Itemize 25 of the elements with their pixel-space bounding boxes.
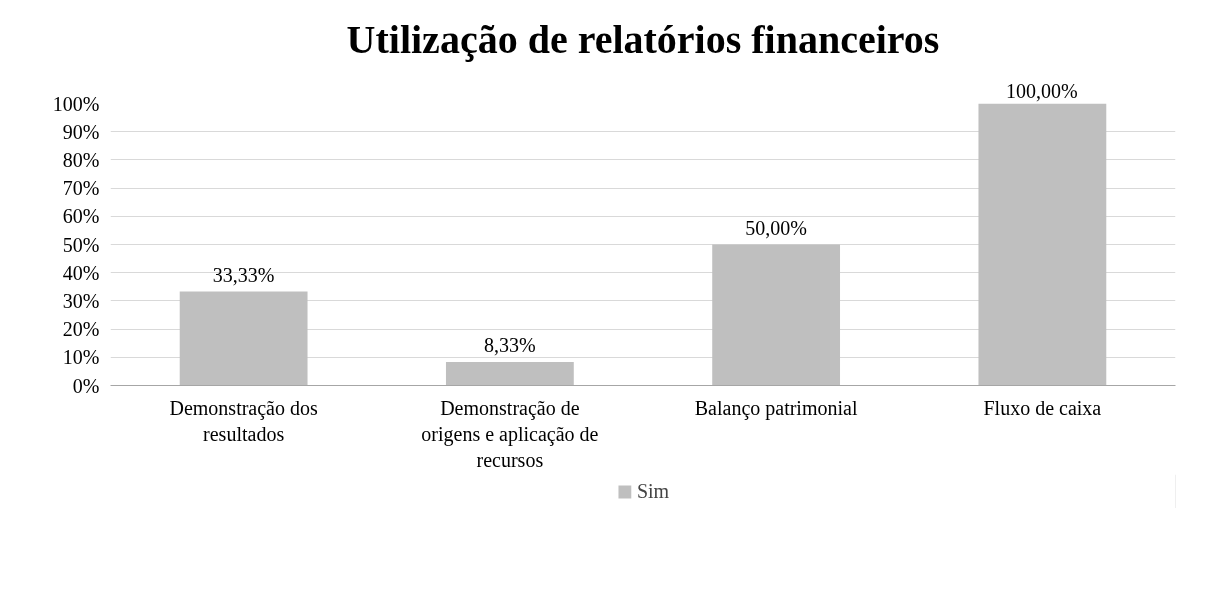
- y-tick-label: 20%: [62, 318, 100, 341]
- x-tick-label: Demonstração dos resultados: [169, 396, 318, 445]
- y-tick-label: 30%: [62, 289, 100, 312]
- data-label: 50,00%: [745, 216, 807, 239]
- y-tick-label: 60%: [62, 205, 100, 228]
- y-tick-label: 100%: [52, 92, 100, 115]
- y-tick-label: 0%: [72, 374, 100, 397]
- data-label: 8,33%: [484, 334, 536, 357]
- bar: [712, 244, 841, 386]
- data-label: 100,00%: [1005, 79, 1078, 102]
- y-tick-label: 10%: [62, 346, 100, 369]
- x-tick-label: Fluxo de caixa: [983, 396, 1102, 419]
- legend-label: Sim: [636, 479, 670, 503]
- x-tick-label: Demonstração de origens e aplicação de recursos: [421, 396, 599, 472]
- y-tick-label: 90%: [62, 120, 100, 143]
- x-tick-label: Balanço patrimonial: [694, 396, 858, 420]
- bar: [445, 362, 574, 386]
- y-tick-label: 70%: [62, 177, 100, 200]
- bar: [179, 291, 308, 386]
- bar: [978, 103, 1107, 386]
- y-tick-label: 80%: [62, 148, 100, 171]
- data-label: 33,33%: [212, 263, 275, 286]
- y-tick-label: 40%: [62, 261, 100, 284]
- chart-title: Utilização de relatórios financeiros: [346, 16, 940, 62]
- y-tick-label: 50%: [62, 233, 100, 256]
